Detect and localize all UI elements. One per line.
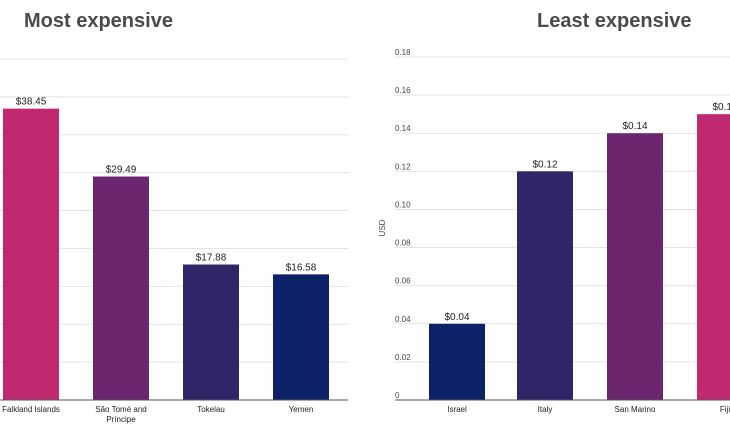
x-category-label: Falkland Islands <box>2 405 60 414</box>
least-expensive-chart: 0 0.02 0.04 0.06 0.08 0.10 0.12 0.14 0.16 0.18 USD… <box>378 48 730 414</box>
x-category-label: Fiji <box>720 405 730 414</box>
y-tick-label: 0 <box>395 391 400 400</box>
bar <box>93 176 149 400</box>
bar-value-label: $29.49 <box>106 165 137 176</box>
bar <box>273 274 329 400</box>
y-tick-label: 0.14 <box>395 124 411 133</box>
most-expensive-title: Most expensive <box>24 10 173 32</box>
y-tick-label: 0.12 <box>395 162 411 171</box>
bar-value-label: $0.15 <box>712 102 730 113</box>
bar-value-label: $17.88 <box>196 253 227 264</box>
x-category-label: Israel <box>447 405 467 414</box>
x-category-label: Príncipe <box>106 415 136 424</box>
bar <box>607 133 663 400</box>
x-category-label: San Marino <box>615 405 656 414</box>
x-category-label: Yemen <box>289 405 314 414</box>
y-tick-label: 0.16 <box>395 86 411 95</box>
bar <box>429 323 485 400</box>
bar <box>517 171 573 400</box>
x-category-label: Italy <box>538 405 553 414</box>
y-tick-label: 0.06 <box>395 277 411 286</box>
bar-value-label: $16.58 <box>286 262 317 273</box>
y-tick-label: 0.18 <box>395 48 411 57</box>
y-tick-label: 0.08 <box>395 239 411 248</box>
x-category-label: São Tomé and <box>95 405 146 414</box>
x-category-label: Tokelau <box>197 405 225 414</box>
bar <box>3 108 59 400</box>
most-expensive-chart: $38.45 Falkland Islands $29.49 São Tomé and… <box>0 58 348 424</box>
y-tick-label: 0.04 <box>395 315 411 324</box>
y-tick-label: 0.02 <box>395 353 411 362</box>
bar-value-label: $38.45 <box>16 97 47 108</box>
y-axis-title: USD <box>378 219 387 236</box>
bar <box>183 264 239 400</box>
bar-value-label: $0.04 <box>444 312 469 323</box>
y-tick-label: 0.10 <box>395 200 411 209</box>
bar <box>697 114 730 401</box>
bar-value-label: $0.14 <box>622 121 647 132</box>
least-expensive-title: Least expensive <box>537 10 692 32</box>
bar-value-label: $0.12 <box>532 159 557 170</box>
